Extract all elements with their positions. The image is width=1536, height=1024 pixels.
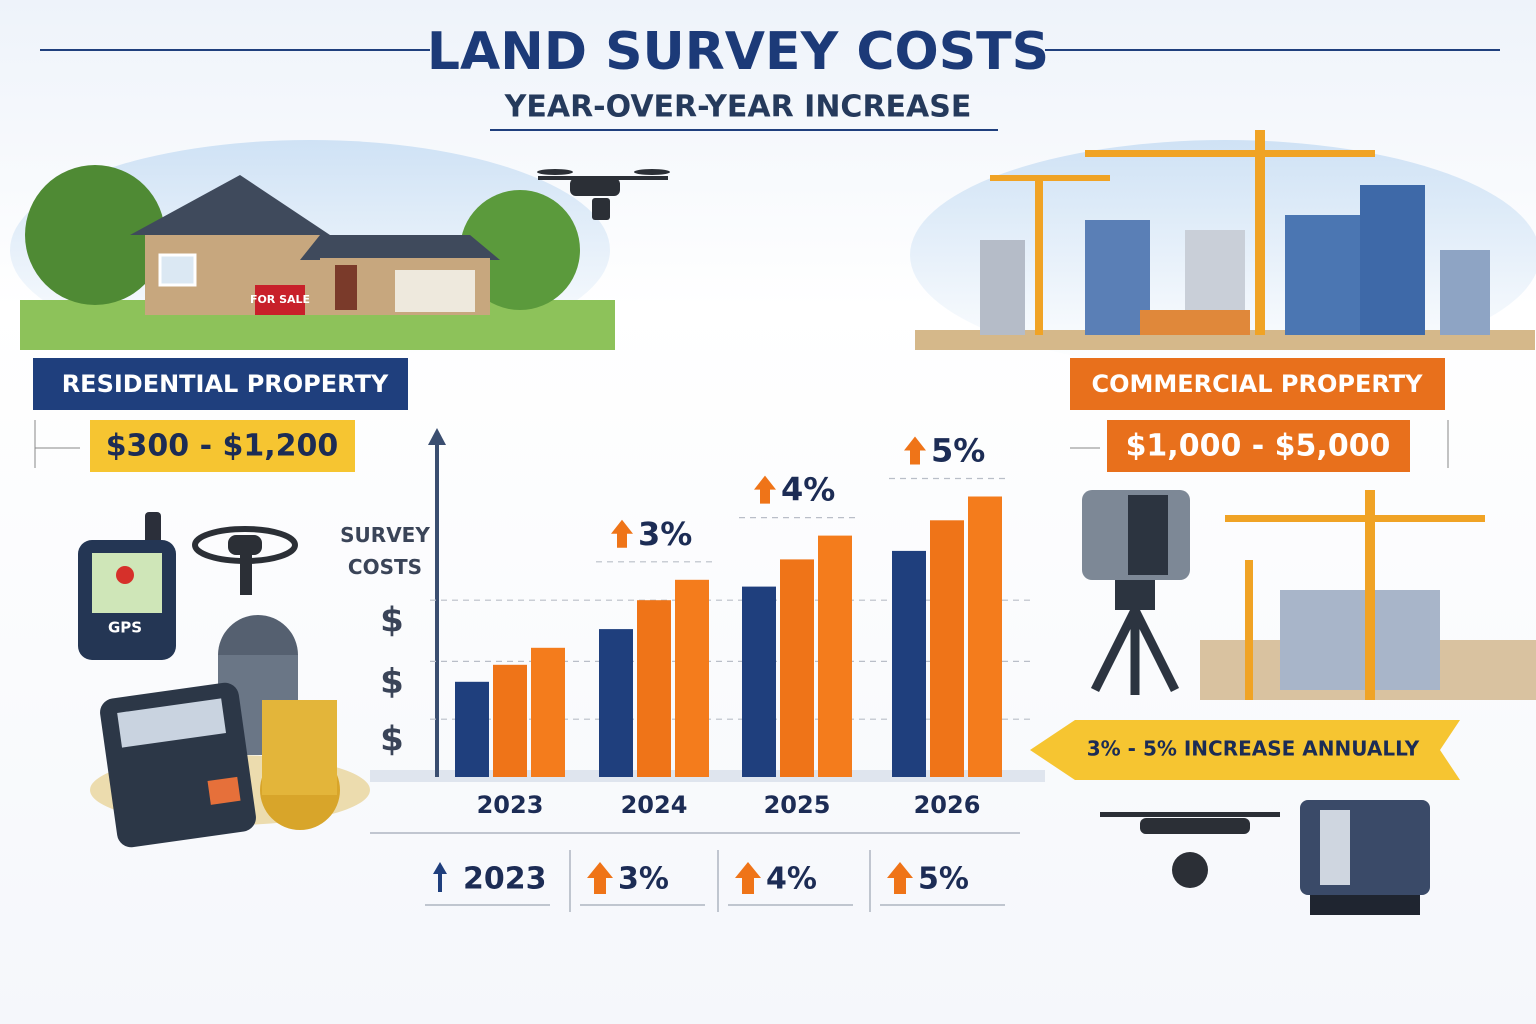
drone-illustration <box>192 526 298 595</box>
subtitle: YEAR-OVER-YEAR INCREASE <box>504 90 972 125</box>
y-tick-label: $ <box>380 601 404 641</box>
y-axis-label: SURVEY COSTS <box>340 523 430 579</box>
footer-item: 5% <box>918 862 969 897</box>
arrow-icon <box>754 475 776 504</box>
annotation: 5% <box>931 432 985 470</box>
bar <box>742 586 776 777</box>
sign-text: FOR SALE <box>250 293 310 306</box>
commercial-label: COMMERCIAL PROPERTY <box>1091 370 1423 398</box>
label-box <box>1070 358 1445 410</box>
x-tick-label: 2023 <box>477 791 544 819</box>
arrow-icon <box>904 436 926 465</box>
y-tick-label: $ <box>380 662 404 702</box>
label-box <box>33 358 408 410</box>
bar <box>599 629 633 777</box>
survey-equipment-illustration <box>1082 490 1536 915</box>
bar <box>930 520 964 777</box>
residential-range: $300 - $1,200 <box>106 429 339 464</box>
y-tick-label: $ <box>380 720 404 760</box>
bar <box>637 600 671 777</box>
footer-item: 4% <box>766 862 817 897</box>
residential-label: RESIDENTIAL PROPERTY <box>62 370 389 398</box>
bar <box>818 535 852 777</box>
bar <box>531 647 565 777</box>
axis-arrow <box>428 428 446 445</box>
title: LAND SURVEY COSTS <box>427 22 1049 82</box>
arrow-icon <box>735 862 761 894</box>
arrow-icon <box>887 862 913 894</box>
bar <box>675 579 709 777</box>
bar <box>780 559 814 777</box>
drone-illustration <box>537 169 670 220</box>
banner <box>1030 720 1460 780</box>
range-box <box>90 420 355 472</box>
gps-text: GPS <box>108 619 142 637</box>
x-tick-label: 2024 <box>621 791 688 819</box>
arrow-icon <box>433 862 447 892</box>
gps-illustration: GPS <box>78 512 176 660</box>
range-box <box>1107 420 1410 472</box>
bar <box>892 550 926 777</box>
calculator-illustration <box>90 615 370 848</box>
city-illustration <box>910 130 1536 370</box>
x-tick-label: 2026 <box>914 791 981 819</box>
arrow-icon <box>587 862 613 894</box>
bar <box>455 681 489 777</box>
arrow-icon <box>611 519 633 548</box>
commercial-range: $1,000 - $5,000 <box>1126 429 1391 464</box>
annotation: 3% <box>638 515 692 553</box>
bar <box>493 664 527 777</box>
house-illustration: FOR SALE <box>10 140 615 360</box>
footer-item: 3% <box>618 862 669 897</box>
banner-text: 3% - 5% INCREASE ANNUALLY <box>1087 737 1420 761</box>
x-tick-label: 2025 <box>764 791 831 819</box>
bar <box>968 496 1002 777</box>
footer-item: 2023 <box>463 862 547 897</box>
annotation: 4% <box>781 471 835 509</box>
